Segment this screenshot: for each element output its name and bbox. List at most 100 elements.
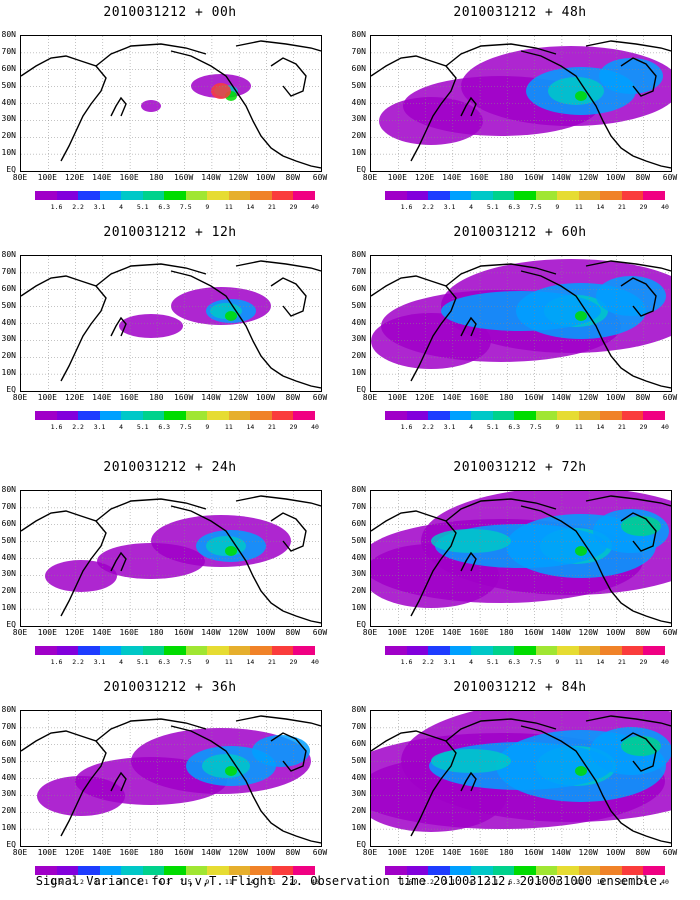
panel-title: 2010031212 + 24h: [103, 460, 237, 475]
lon-tick-label: 160W: [523, 393, 544, 402]
colorbar-label: 7.5: [529, 658, 542, 666]
colorbar-label: 9: [205, 878, 210, 886]
lat-tick-label: 10N: [1, 148, 16, 158]
coastline: [235, 715, 321, 727]
variance-map: [370, 490, 672, 627]
colorbar-label: 21: [618, 878, 626, 886]
colorbar-swatch: [578, 411, 601, 420]
coastline: [445, 498, 557, 522]
colorbar-swatch: [643, 411, 665, 420]
lat-tick-label: 70N: [351, 266, 366, 276]
colorbar-swatch: [250, 411, 272, 420]
colorbar-swatch: [228, 191, 251, 200]
map-panel: 2010031212 + 12h 80N 70N 60N 50N 40N 30N 20N 10N…: [0, 225, 340, 445]
colorbar-swatch: [164, 191, 186, 200]
colorbar-swatch: [492, 866, 515, 875]
colorbar-label: 6.3: [508, 878, 521, 886]
colorbar-label: 2.2: [72, 423, 84, 431]
lat-tick-label: 80N: [351, 705, 366, 714]
coastline: [21, 730, 107, 837]
colorbar-label: 5.1: [486, 878, 499, 886]
lon-tick-label: 180: [499, 628, 514, 637]
lon-tick-label: 100E: [387, 628, 407, 637]
coastline: [270, 57, 307, 97]
colorbar-swatch: [600, 866, 622, 875]
lon-tick-label: 160E: [119, 173, 139, 182]
variance-map: [370, 710, 672, 847]
lat-tick-label: EQ: [6, 165, 16, 174]
colorbar-swatch: [271, 191, 294, 200]
lat-tick-label: 50N: [1, 755, 16, 765]
lat-tick-label: 70N: [351, 721, 366, 731]
colorbar-swatch: [271, 646, 294, 655]
colorbar-label: 1.6: [400, 423, 413, 431]
lat-tick-label: 80N: [351, 250, 366, 259]
colorbar-swatch: [385, 411, 407, 420]
colorbar-label: 1.6: [400, 878, 413, 886]
variance-contour: [599, 58, 663, 94]
lat-tick-label: 80N: [351, 485, 366, 494]
variance-contour: [575, 546, 587, 556]
lon-tick-label: 80E: [362, 173, 378, 182]
lat-tick-label: EQ: [356, 165, 366, 174]
lon-tick-label: 140E: [92, 173, 112, 182]
lat-tick-label: 20N: [1, 806, 16, 816]
lat-tick-label: 20N: [1, 351, 16, 361]
lon-tick-label: 120W: [228, 848, 248, 857]
colorbar-label: 29: [639, 423, 648, 431]
lon-tick-label: 120E: [64, 393, 85, 402]
lat-tick-label: 70N: [1, 266, 16, 276]
colorbar-label: 7.5: [529, 203, 542, 211]
lat-tick-label: 20N: [351, 351, 366, 361]
lat-tick-label: 60N: [351, 518, 366, 528]
colorbar-swatch: [557, 866, 579, 875]
lon-tick-label: 80E: [12, 173, 28, 182]
lon-tick-label: 80E: [12, 628, 28, 637]
colorbar-swatch: [185, 646, 208, 655]
colorbar-label: 2.2: [72, 203, 84, 211]
coastline: [371, 275, 457, 382]
panel-title: 2010031212 + 84h: [453, 680, 587, 695]
colorbar-swatch: [471, 411, 493, 420]
lon-tick-label: 100W: [605, 173, 626, 182]
coastline: [95, 43, 207, 67]
colorbar-swatch: [406, 866, 429, 875]
coastline: [270, 732, 307, 772]
colorbar-label: 11: [574, 203, 583, 211]
colorbar-swatch: [121, 866, 143, 875]
colorbar-label: 21: [268, 203, 276, 211]
coastline: [620, 732, 657, 772]
colorbar-swatch: [185, 411, 208, 420]
colorbar-swatch: [56, 646, 79, 655]
lon-tick-label: 180: [149, 628, 164, 637]
colorbar: [35, 646, 315, 655]
colorbar-label: 5.1: [486, 423, 499, 431]
lon-tick-label: 80E: [362, 848, 378, 857]
colorbar-swatch: [492, 191, 515, 200]
colorbar-label: 6.3: [158, 658, 171, 666]
colorbar-label: 3.1: [443, 658, 456, 666]
colorbar-swatch: [121, 646, 143, 655]
colorbar-label: 3.1: [443, 203, 456, 211]
colorbar-label: 9: [205, 658, 210, 666]
lat-tick-label: 50N: [351, 80, 366, 90]
colorbar-label: 21: [268, 878, 276, 886]
coastline: [270, 277, 307, 317]
colorbar-label: 4: [119, 878, 124, 886]
lat-tick-label: 20N: [1, 131, 16, 141]
lon-tick-label: 160E: [119, 393, 139, 402]
coastline: [371, 55, 457, 162]
lat-tick-label: 30N: [351, 334, 366, 344]
colorbar-label: 21: [618, 203, 626, 211]
coastline: [520, 505, 634, 612]
colorbar-swatch: [142, 411, 165, 420]
map-canvas: [371, 711, 671, 846]
colorbar-label: 5.1: [136, 203, 149, 211]
map-panel: 2010031212 + 60h 80N 70N 60N 50N 40N 30N 20N 10N…: [350, 225, 690, 445]
colorbar-swatch: [406, 191, 429, 200]
lat-tick-label: EQ: [356, 840, 366, 849]
colorbar-label: 14: [596, 658, 605, 666]
coastline: [170, 270, 284, 377]
lat-tick-label: 10N: [351, 603, 366, 613]
lon-tick-label: 160E: [469, 393, 489, 402]
